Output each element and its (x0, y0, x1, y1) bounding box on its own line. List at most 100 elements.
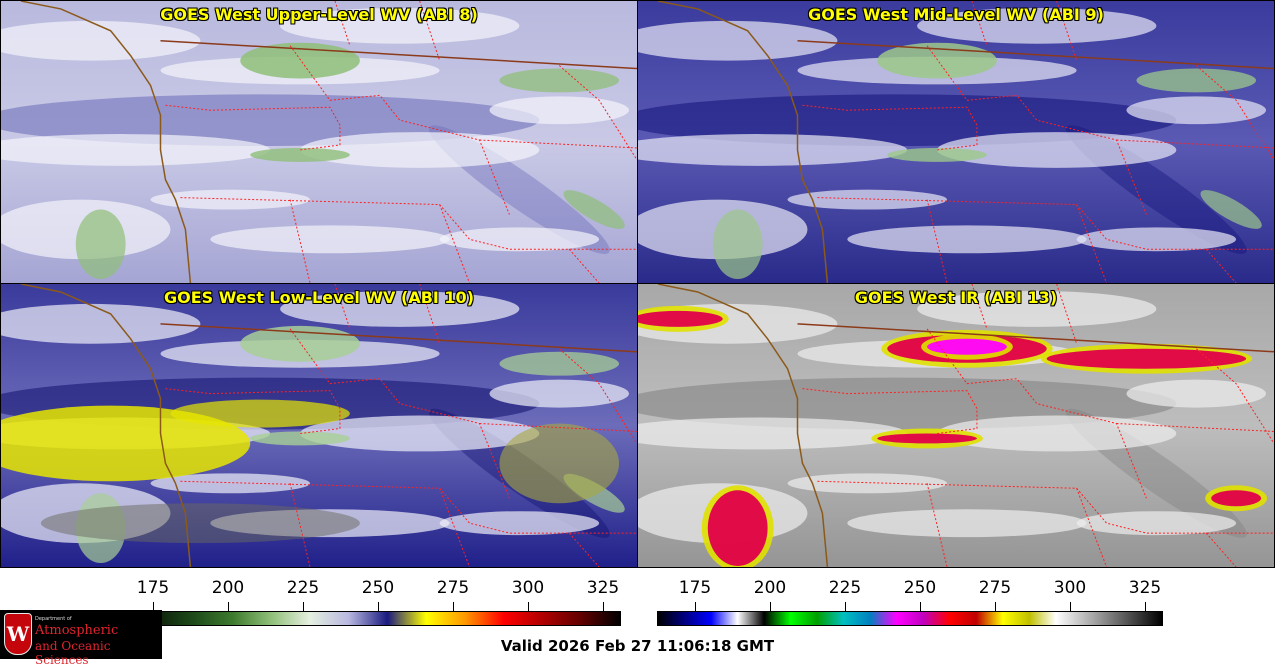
state-border (558, 65, 637, 161)
state-border (1205, 248, 1237, 283)
ir-colorbar: 175 200 225 250 275 300 325 (657, 570, 1163, 630)
state-border (1056, 1, 1078, 61)
state-border (802, 104, 978, 151)
cloud-patch (847, 509, 1087, 538)
colorbar-tick-label: 275 (436, 578, 470, 598)
state-border (419, 284, 441, 344)
colorbar-tick-mark (920, 602, 921, 611)
aos-logo: W Department of Atmospheric and Oceanic … (0, 610, 162, 667)
green-patch (75, 209, 126, 280)
colorbar-tick-mark (1145, 602, 1146, 611)
colorbar-tick-label: 225 (828, 578, 862, 598)
state-border (802, 388, 978, 434)
panel-ir: GOES West IR (ABI 13) (637, 283, 1275, 568)
colorbar-tick-mark (603, 602, 604, 611)
colorbar-tick-mark (695, 602, 696, 611)
state-border (289, 328, 510, 499)
panel-upper-level-wv: GOES West Upper-Level WV (ABI 8) (0, 0, 638, 284)
state-border (568, 248, 600, 283)
cloud-patch (787, 189, 948, 210)
colorbar-tick-mark (228, 602, 229, 611)
green-patch (240, 42, 360, 79)
panel-title: GOES West Upper-Level WV (ABI 8) (160, 5, 478, 24)
cold-cloud-top (638, 310, 723, 327)
state-border (1195, 348, 1274, 444)
international-border (797, 323, 1274, 353)
state-border (817, 197, 1274, 250)
state-border (926, 45, 1147, 215)
cloud-patch (937, 132, 1177, 168)
satellite-image-ir (638, 284, 1274, 567)
colorbar-tick-label: 300 (511, 578, 545, 598)
yellow-patch (499, 423, 620, 504)
cloud-patch (638, 417, 908, 450)
colorbar-tick-label: 325 (1128, 578, 1162, 598)
state-border (419, 1, 441, 61)
state-border (165, 388, 341, 434)
coastline (657, 284, 829, 567)
colorbar-ticks: 175 200 225 250 275 300 325 (657, 570, 1163, 600)
green-patch (877, 42, 997, 79)
colorbar-tick-label: 200 (753, 578, 787, 598)
valid-time: Valid 2026 Feb 27 11:06:18 GMT (500, 637, 775, 655)
green-patch (563, 190, 625, 229)
green-patch (712, 209, 763, 280)
logo-dept-text: Department of (35, 616, 72, 622)
satellite-image-mid (638, 1, 1274, 283)
coastline (20, 1, 192, 283)
panel-title: GOES West Low-Level WV (ABI 10) (163, 288, 474, 307)
yellow-patch (170, 399, 350, 428)
colorbar-tick-label: 175 (678, 578, 712, 598)
uw-crest-icon: W (4, 613, 32, 655)
green-patch (250, 147, 350, 162)
state-border (926, 328, 1147, 499)
coastline (657, 1, 829, 283)
cloud-patch (439, 511, 600, 536)
cloud-patch (1126, 379, 1267, 408)
panel-mid-level-wv: GOES West Mid-Level WV (ABI 9) (637, 0, 1275, 284)
colorbar-tick-label: 200 (211, 578, 245, 598)
cloud-patch (300, 132, 540, 168)
cold-cloud-top (1046, 348, 1247, 369)
colorbar-tick-mark (845, 602, 846, 611)
cloud-patch (1126, 96, 1267, 125)
cloud-patch (439, 227, 600, 252)
state-border (180, 480, 637, 534)
state-border (817, 480, 1274, 534)
cold-cloud-top (707, 490, 768, 567)
logo-line1: Atmospheric (35, 623, 119, 638)
cloud-patch (1, 20, 201, 61)
colorbar-tick-mark (153, 602, 154, 611)
cold-cloud-top (1211, 490, 1262, 507)
international-border (160, 39, 637, 70)
state-border (1195, 65, 1274, 161)
colorbar-tick-label: 250 (903, 578, 937, 598)
panel-low-level-wv: GOES West Low-Level WV (ABI 10) (0, 283, 638, 568)
state-border (165, 104, 341, 151)
colorbar-tick-mark (528, 602, 529, 611)
cold-cloud-top (927, 338, 1007, 355)
colorbar-tick-mark (770, 602, 771, 611)
green-patch (240, 325, 360, 362)
green-patch (250, 431, 350, 446)
cloud-patch (638, 20, 838, 61)
cloud-patch (210, 225, 450, 254)
green-patch (499, 351, 620, 376)
cloud-patch (489, 96, 630, 125)
panel-title: GOES West Mid-Level WV (ABI 9) (808, 5, 1104, 24)
green-patch (1200, 190, 1262, 229)
state-border (1056, 284, 1078, 344)
state-border (1205, 532, 1237, 567)
colorbar-gradient (115, 611, 621, 626)
international-border (160, 323, 637, 353)
yellow-patch (40, 503, 360, 544)
coastline (20, 284, 192, 567)
green-patch (887, 147, 987, 162)
colorbar-tick-label: 250 (361, 578, 395, 598)
colorbar-tick-mark (995, 602, 996, 611)
cloud-patch (1076, 227, 1237, 252)
international-border (797, 39, 1274, 70)
colorbar-tick-label: 275 (978, 578, 1012, 598)
cloud-patch (1, 134, 271, 166)
state-border (568, 532, 600, 567)
